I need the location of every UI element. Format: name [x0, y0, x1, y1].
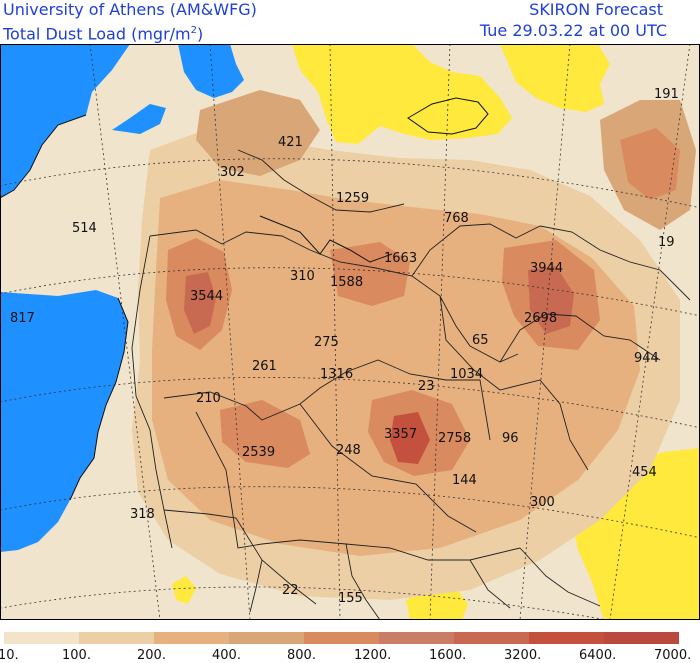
legend-label-2: 200. [137, 648, 166, 663]
legend-swatch [79, 632, 154, 644]
legend-label-5: 1200. [354, 648, 392, 663]
north-sea [178, 44, 244, 98]
legend-swatch [379, 632, 454, 644]
coastlines [0, 97, 489, 501]
dust-core-northeast-inner [620, 128, 680, 200]
channel-water [112, 104, 166, 134]
map-label: 817 [10, 311, 35, 326]
map-label: 300 [530, 495, 555, 510]
map-label: 454 [632, 465, 657, 480]
low-dust-northeast [500, 44, 610, 112]
legend-swatch [154, 632, 229, 644]
map-label: 2758 [438, 431, 471, 446]
map-label: 1588 [330, 275, 363, 290]
product-title-exponent: 2 [190, 25, 197, 36]
map-label: 19 [658, 235, 675, 250]
map-label: 3357 [384, 427, 417, 442]
map-label: 944 [634, 351, 659, 366]
legend-label-9: 7000. [654, 648, 692, 663]
dust-core-east-peak [528, 266, 574, 334]
legend-swatch [229, 632, 304, 644]
legend-swatch [4, 632, 79, 644]
legend-label-4: 800. [287, 648, 316, 663]
map-label: 1316 [320, 367, 353, 382]
map-label: 768 [444, 211, 469, 226]
legend-swatch [529, 632, 604, 644]
map-label: 318 [130, 507, 155, 522]
dust-core-west-peak [184, 272, 216, 334]
atlantic-ocean-west [0, 290, 128, 552]
product-title-text: Total Dust Load (mgr/m [3, 24, 191, 44]
legend-swatch [454, 632, 529, 644]
dust-core-central-south-peak [390, 412, 430, 464]
map-label: 191 [654, 87, 679, 102]
legend-label-0: 10. [0, 648, 19, 663]
map-label: 65 [472, 333, 489, 348]
dust-plume-mid-north [196, 90, 320, 176]
color-legend: 10. 100. 200. 400. 800. 1200. 1600. 3200… [0, 632, 700, 663]
country-borders [131, 149, 691, 620]
product-title: Total Dust Load (mgr/m2) [3, 21, 203, 43]
map-label: 421 [278, 135, 303, 150]
map-label: 3944 [530, 261, 563, 276]
legend-label-3: 400. [212, 648, 241, 663]
map-label: 248 [336, 443, 361, 458]
map-label: 155 [338, 591, 363, 606]
map-label: 310 [290, 269, 315, 284]
legend-label-6: 1600. [429, 648, 467, 663]
map-label: 302 [220, 165, 245, 180]
dust-load-map: 191 421 302 1259 768 514 1663 19 310 158… [0, 44, 700, 620]
map-label: 23 [418, 379, 435, 394]
model-title: SKIRON Forecast [529, 0, 663, 19]
dust-core-central [220, 400, 310, 468]
institution-title: University of Athens (AM&WFG) [3, 0, 257, 19]
map-label: 2698 [524, 311, 557, 326]
legend-swatch [604, 632, 679, 644]
map-label: 210 [196, 391, 221, 406]
map-label: 3544 [190, 289, 223, 304]
map-label: 1663 [384, 251, 417, 266]
atlantic-ocean [0, 44, 130, 198]
map-label: 96 [502, 431, 519, 446]
map-label: 514 [72, 221, 97, 236]
map-label: 1259 [336, 191, 369, 206]
map-label: 261 [252, 359, 277, 374]
legend-swatch [304, 632, 379, 644]
map-value-labels: 191 421 302 1259 768 514 1663 19 310 158… [10, 87, 679, 606]
legend-label-8: 6400. [579, 648, 617, 663]
graticule [0, 44, 700, 620]
legend-label-1: 100. [62, 648, 91, 663]
dust-core-mid [330, 242, 410, 306]
valid-time: Tue 29.03.22 at 00 UTC [479, 21, 667, 40]
legend-bar [4, 632, 679, 644]
map-label: 144 [452, 473, 477, 488]
map-label: 1034 [450, 367, 483, 382]
low-dust-north [292, 44, 512, 144]
map-label: 2539 [242, 445, 275, 460]
legend-label-7: 3200. [504, 648, 542, 663]
low-dust-gulf [172, 576, 196, 604]
product-title-suffix: ) [197, 24, 204, 44]
map-label: 22 [282, 583, 299, 598]
map-label: 275 [314, 335, 339, 350]
